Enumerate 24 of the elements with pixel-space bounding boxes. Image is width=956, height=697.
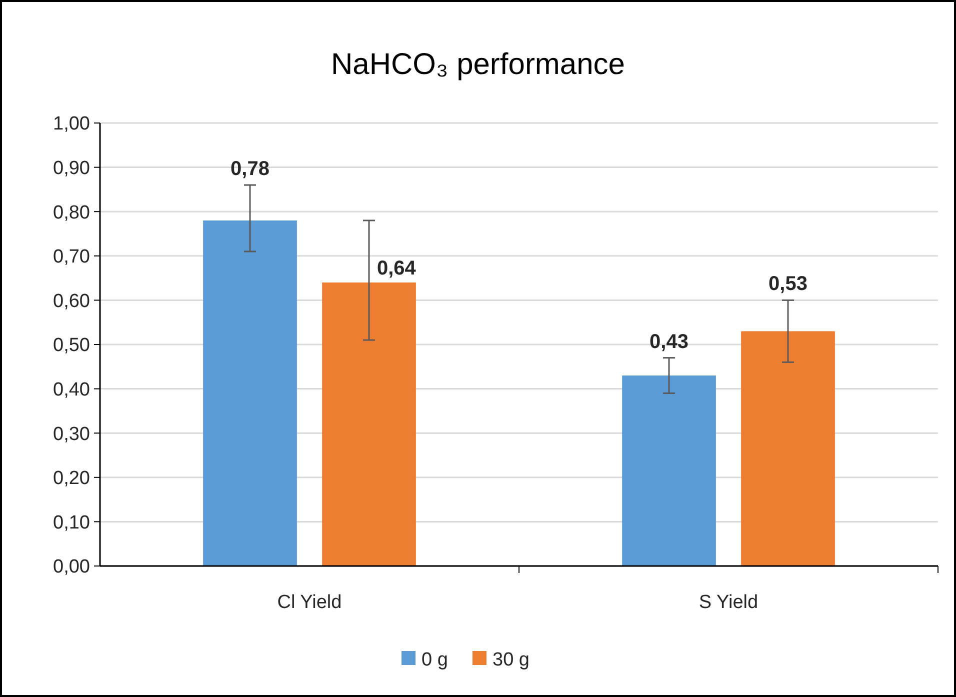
data-label: 0,78	[230, 158, 270, 180]
legend-label: 30 g	[492, 650, 530, 671]
y-tick-label: 0,80	[53, 202, 90, 224]
bar	[203, 220, 297, 566]
y-tick-label: 0,50	[53, 335, 90, 356]
y-tick-label: 0,10	[53, 512, 90, 534]
y-tick-label: 0,40	[53, 379, 90, 400]
x-tick-label: Cl Yield	[277, 592, 342, 613]
bar	[741, 331, 835, 566]
bar	[322, 282, 416, 566]
y-tick-label: 0,90	[53, 158, 90, 179]
y-tick-label: 0,70	[53, 246, 90, 268]
bar	[622, 376, 716, 566]
legend-label: 0 g	[422, 650, 448, 671]
y-tick-label: 0,30	[53, 424, 90, 445]
data-label: 0,53	[768, 273, 808, 296]
chart-title: NaHCO₃ performance	[331, 48, 625, 81]
data-label: 0,64	[377, 257, 417, 280]
data-label: 0,43	[650, 330, 688, 353]
y-tick-label: 0,00	[53, 556, 90, 578]
y-tick-label: 0,60	[53, 290, 90, 312]
x-tick-label: S Yield	[698, 592, 758, 613]
y-tick-label: 0,20	[53, 468, 90, 490]
y-tick-label: 1,00	[53, 114, 90, 135]
